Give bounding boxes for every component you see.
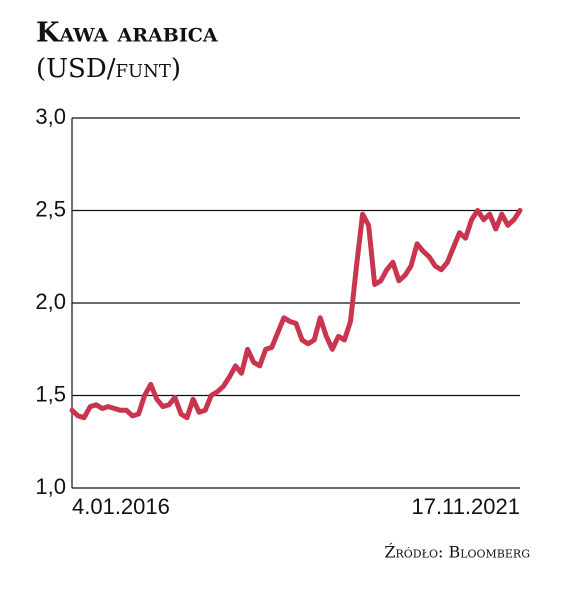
y-tick-label: 2,5	[35, 196, 66, 221]
y-tick-label: 3,0	[35, 104, 66, 129]
x-tick-label: 4.01.2016	[72, 494, 170, 519]
y-tick-label: 1,5	[35, 381, 66, 406]
chart-title: Kawa arabica	[36, 18, 218, 49]
x-tick-label: 17.11.2021	[412, 494, 520, 519]
data-line	[69, 208, 523, 421]
y-tick-label: 1,0	[35, 474, 66, 499]
source: Źródło: Bloomberg	[384, 542, 530, 562]
chart-subtitle: (USD/funt)	[36, 54, 181, 84]
y-tick-label: 2,0	[35, 289, 66, 314]
